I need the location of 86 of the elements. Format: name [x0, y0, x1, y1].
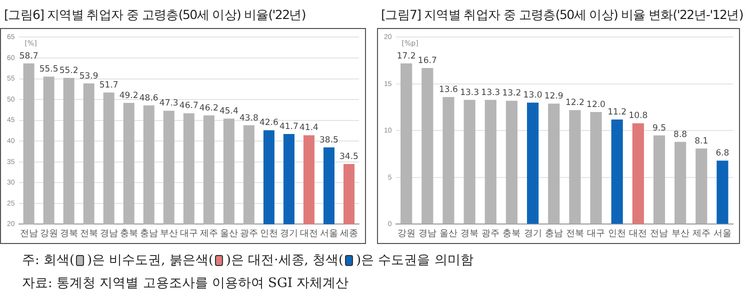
x-tick-label: 대전	[629, 228, 648, 238]
x-tick-label: 울산	[439, 228, 458, 238]
data-label: 17.2	[396, 51, 416, 62]
x-tick-label: 경북	[60, 228, 78, 238]
data-label: 11.2	[608, 107, 627, 118]
x-tick-label: 경기	[280, 228, 298, 238]
x-tick-label: 광주	[482, 228, 500, 238]
text: 주: 회색( )은 비수도권, 붉은색( )은 대전·세종, 청색( )은 수도권을 의미함	[22, 252, 474, 270]
data-label: 12.9	[544, 92, 564, 102]
data-label: 58.7	[19, 51, 38, 62]
x-tick-label: 부산	[160, 228, 178, 238]
data-label: 13.6	[439, 84, 458, 95]
x-tick-label: 경기	[524, 228, 542, 238]
bar	[548, 104, 560, 224]
x-tick-label: 강원	[397, 228, 416, 238]
x-tick-label: 충북	[502, 228, 521, 238]
data-label: 13.0	[523, 90, 542, 101]
x-tick-label: 충남	[544, 228, 563, 238]
x-tick-label: 대구	[180, 228, 198, 238]
data-label: 43.8	[239, 113, 258, 124]
text: 자료: 통계청 지역별 고용조사를 이용하여 SGI 자체계산	[22, 275, 350, 293]
data-label: 45.4	[219, 106, 238, 117]
bar	[484, 100, 496, 224]
chart-title: [그림6] 지역별 취업자 중 고령층(50세 이상) 비율('22년)	[3, 6, 307, 24]
x-tick-label: 강원	[40, 228, 58, 238]
data-label: 8.8	[674, 130, 688, 140]
data-label: 49.2	[119, 90, 138, 101]
data-label: 41.4	[300, 123, 318, 134]
data-label: 12.0	[586, 100, 606, 110]
bar	[506, 100, 518, 224]
data-label: 12.2	[565, 98, 584, 108]
bar	[526, 102, 539, 224]
data-label: 13.3	[481, 88, 500, 98]
x-tick-label: 경남	[100, 228, 118, 238]
x-tick-label: 인천	[608, 228, 626, 238]
data-label: 55.5	[39, 64, 58, 75]
x-tick-label: 인천	[260, 228, 278, 238]
x-tick-label: 광주	[240, 228, 258, 238]
bar	[653, 135, 666, 224]
data-label: 34.5	[340, 152, 358, 162]
data-label: 53.9	[79, 71, 98, 82]
chart-title: [그림7] 지역별 취업자 중 고령층(50세 이상) 비율 변화('22년-'12년)	[380, 6, 743, 24]
data-label: 13.2	[502, 88, 522, 99]
x-tick-label: 충북	[120, 228, 138, 238]
data-label: 55.2	[59, 66, 78, 76]
x-tick-label: 충남	[140, 228, 158, 238]
data-label: 46.7	[179, 101, 198, 112]
bar	[590, 112, 602, 224]
data-label: 51.7	[99, 80, 118, 90]
x-tick-label: 부산	[671, 228, 690, 238]
x-tick-label: 대구	[587, 228, 606, 238]
bar	[442, 97, 454, 224]
bar	[569, 110, 581, 224]
data-label: 47.3	[159, 98, 178, 109]
data-label: 6.8	[716, 148, 730, 159]
data-label: 48.6	[139, 93, 158, 104]
x-tick-label: 전북	[566, 228, 584, 238]
data-label: 38.5	[320, 135, 338, 146]
x-tick-label: 서울	[320, 228, 338, 238]
x-tick-label: 제주	[200, 228, 218, 238]
bar	[464, 100, 476, 224]
data-label: 8.1	[694, 136, 708, 146]
bar	[716, 160, 728, 224]
bar	[611, 119, 623, 224]
bar	[696, 148, 708, 224]
x-tick-label: 세종	[340, 228, 358, 238]
bar	[674, 142, 686, 224]
x-tick-label: 전북	[80, 228, 98, 238]
x-tick-label: 전남	[650, 228, 668, 238]
data-label: 41.7	[279, 122, 298, 132]
x-tick-label: 울산	[220, 228, 238, 238]
x-tick-label: 서울	[713, 228, 732, 238]
x-tick-label: 경남	[418, 228, 436, 238]
bar	[632, 123, 644, 224]
data-label: 9.5	[652, 123, 666, 134]
x-tick-label: 대전	[300, 228, 318, 238]
x-tick-label: 전남	[20, 228, 38, 238]
data-label: 46.2	[199, 103, 218, 114]
data-label: 10.8	[628, 111, 648, 122]
bar	[422, 68, 434, 224]
data-label: 16.7	[418, 56, 437, 66]
data-label: 42.6	[259, 118, 278, 128]
bar	[400, 63, 412, 224]
x-tick-label: 경북	[460, 228, 479, 238]
x-tick-label: 제주	[692, 228, 710, 238]
data-label: 13.3	[460, 88, 480, 98]
